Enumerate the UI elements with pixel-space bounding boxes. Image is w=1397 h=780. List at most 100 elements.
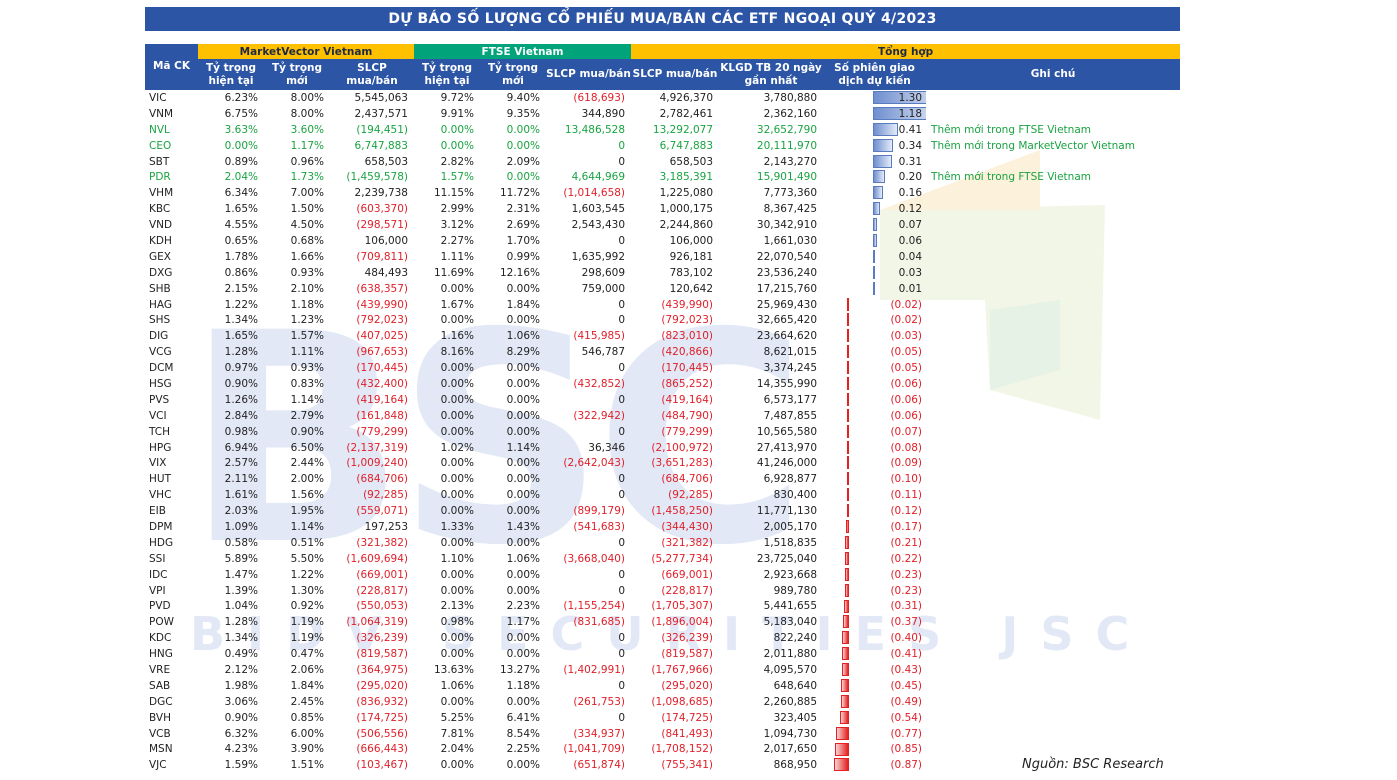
session-value: 1.30 bbox=[898, 91, 923, 104]
cell-ftse-current: 1.11% bbox=[440, 250, 474, 263]
cell-klgd: 10,565,580 bbox=[756, 425, 818, 438]
session-bar-positive bbox=[873, 186, 884, 200]
cell-ftse-slcp: (1,014,658) bbox=[563, 187, 626, 200]
session-value: 0.12 bbox=[898, 203, 923, 216]
cell-ftse-new: 1.06% bbox=[506, 330, 540, 343]
cell-note bbox=[926, 694, 1180, 710]
cell-ftse-new: 0.00% bbox=[506, 377, 540, 390]
cell-klgd: 323,405 bbox=[773, 711, 818, 724]
session-value: (0.06) bbox=[890, 393, 923, 406]
cell-mv-new: 2.00% bbox=[290, 473, 324, 486]
session-bar-negative bbox=[841, 694, 850, 708]
cell-ftse-slcp: (322,942) bbox=[573, 409, 626, 422]
cell-klgd: 23,536,240 bbox=[756, 266, 818, 279]
cell-mv-current: 1.39% bbox=[224, 584, 258, 597]
cell-ftse-slcp: 0 bbox=[618, 425, 626, 438]
cell-ftse-current: 0.00% bbox=[440, 457, 474, 470]
cell-ftse-slcp: 1,635,992 bbox=[571, 250, 626, 263]
table-row: PVD 1.04% 0.92% (550,053) 2.13% 2.23% (1,155,2… bbox=[145, 599, 1180, 615]
session-bar-positive bbox=[873, 122, 899, 136]
table-row: HAG 1.22% 1.18% (439,990) 1.67% 1.84% 0 (439,99… bbox=[145, 297, 1180, 313]
table-row: HSG 0.90% 0.83% (432,400) 0.00% 0.00% (432,852… bbox=[145, 376, 1180, 392]
cell-sessions: (0.05) bbox=[823, 360, 926, 376]
cell-note bbox=[926, 281, 1180, 297]
cell-mv-current: 2.84% bbox=[224, 409, 258, 422]
cell-ftse-current: 9.72% bbox=[440, 91, 474, 104]
cell-ftse-current: 0.00% bbox=[440, 314, 474, 327]
cell-total-slcp: 783,102 bbox=[669, 266, 714, 279]
cell-total-slcp: (439,990) bbox=[661, 298, 714, 311]
cell-ftse-current: 9.91% bbox=[440, 107, 474, 120]
table-body: VIC 6.23% 8.00% 5,545,063 9.72% 9.40% (618,693… bbox=[145, 90, 1180, 773]
cell-code: SHB bbox=[149, 282, 171, 295]
cell-sessions: 0.03 bbox=[823, 265, 926, 281]
cell-total-slcp: (1,458,250) bbox=[651, 505, 714, 518]
table-row: EIB 2.03% 1.95% (559,071) 0.00% 0.00% (899,179… bbox=[145, 503, 1180, 519]
col-header-sessions: Số phiên giao dịch dự kiến bbox=[823, 59, 927, 90]
cell-mv-new: 1.73% bbox=[290, 171, 324, 184]
cell-code: HAG bbox=[149, 298, 173, 311]
session-value: (0.05) bbox=[890, 346, 923, 359]
cell-sessions: 1.18 bbox=[823, 106, 927, 122]
cell-klgd: 25,969,430 bbox=[756, 298, 818, 311]
cell-klgd: 2,923,668 bbox=[763, 568, 818, 581]
cell-ftse-slcp: (618,693) bbox=[573, 91, 626, 104]
table-row: POW 1.28% 1.19% (1,064,319) 0.98% 1.17% (831,6… bbox=[145, 614, 1180, 630]
cell-klgd: 2,260,885 bbox=[763, 695, 818, 708]
cell-ftse-current: 0.00% bbox=[440, 473, 474, 486]
cell-mv-current: 1.47% bbox=[224, 568, 258, 581]
cell-note bbox=[926, 201, 1180, 217]
cell-mv-slcp: (1,609,694) bbox=[346, 552, 408, 565]
table-row: KBC 1.65% 1.50% (603,370) 2.99% 2.31% 1,603,54… bbox=[145, 201, 1180, 217]
cell-mv-new: 7.00% bbox=[290, 187, 324, 200]
cell-ftse-slcp: 2,543,430 bbox=[571, 219, 626, 232]
cell-sessions: (0.06) bbox=[823, 408, 926, 424]
cell-ftse-slcp: 0 bbox=[618, 314, 626, 327]
session-bar-negative bbox=[847, 408, 850, 422]
cell-ftse-new: 1.18% bbox=[506, 679, 540, 692]
cell-sessions: (0.09) bbox=[823, 455, 926, 471]
cell-ftse-new: 0.00% bbox=[506, 457, 540, 470]
session-bar-positive bbox=[873, 202, 881, 216]
cell-code: HDG bbox=[149, 536, 174, 549]
cell-mv-slcp: (506,556) bbox=[356, 727, 408, 740]
cell-mv-slcp: (228,817) bbox=[356, 584, 408, 597]
cell-ftse-new: 2.25% bbox=[506, 743, 540, 756]
cell-mv-slcp: (92,285) bbox=[363, 489, 408, 502]
cell-klgd: 23,725,040 bbox=[756, 552, 818, 565]
cell-mv-current: 1.04% bbox=[224, 600, 258, 613]
cell-ftse-new: 0.00% bbox=[506, 171, 540, 184]
session-value: 0.16 bbox=[898, 187, 923, 200]
cell-sessions: (0.49) bbox=[823, 694, 926, 710]
cell-code: TCH bbox=[149, 425, 171, 438]
cell-ftse-new: 0.00% bbox=[506, 139, 540, 152]
cell-mv-slcp: (1,009,240) bbox=[346, 457, 408, 470]
cell-ftse-current: 2.99% bbox=[440, 203, 474, 216]
cell-code: PVD bbox=[149, 600, 171, 613]
cell-code: CEO bbox=[149, 139, 172, 152]
cell-klgd: 30,342,910 bbox=[756, 219, 818, 232]
cell-klgd: 7,773,360 bbox=[763, 187, 818, 200]
cell-mv-slcp: (792,023) bbox=[356, 314, 408, 327]
session-value: (0.02) bbox=[890, 314, 923, 327]
cell-mv-new: 2.45% bbox=[290, 695, 324, 708]
cell-total-slcp: (823,010) bbox=[661, 330, 714, 343]
cell-mv-slcp: (432,400) bbox=[356, 377, 408, 390]
cell-code: PDR bbox=[149, 171, 171, 184]
cell-ftse-slcp: 0 bbox=[618, 473, 626, 486]
cell-mv-current: 2.11% bbox=[224, 473, 258, 486]
session-value: 0.20 bbox=[898, 171, 923, 184]
cell-ftse-slcp: (3,668,040) bbox=[563, 552, 626, 565]
cell-mv-slcp: (550,053) bbox=[356, 600, 408, 613]
cell-total-slcp: (819,587) bbox=[661, 648, 714, 661]
session-bar-negative bbox=[835, 742, 850, 756]
cell-code: NVL bbox=[149, 123, 170, 136]
session-bar-positive bbox=[873, 265, 876, 279]
cell-code: PVS bbox=[149, 393, 170, 406]
cell-ftse-current: 3.12% bbox=[440, 219, 474, 232]
cell-klgd: 1,518,835 bbox=[763, 536, 818, 549]
cell-code: SBT bbox=[149, 155, 170, 168]
session-value: (0.40) bbox=[890, 632, 923, 645]
table-row: VHC 1.61% 1.56% (92,285) 0.00% 0.00% 0 (92,285)… bbox=[145, 487, 1180, 503]
cell-mv-slcp: (967,653) bbox=[356, 346, 408, 359]
